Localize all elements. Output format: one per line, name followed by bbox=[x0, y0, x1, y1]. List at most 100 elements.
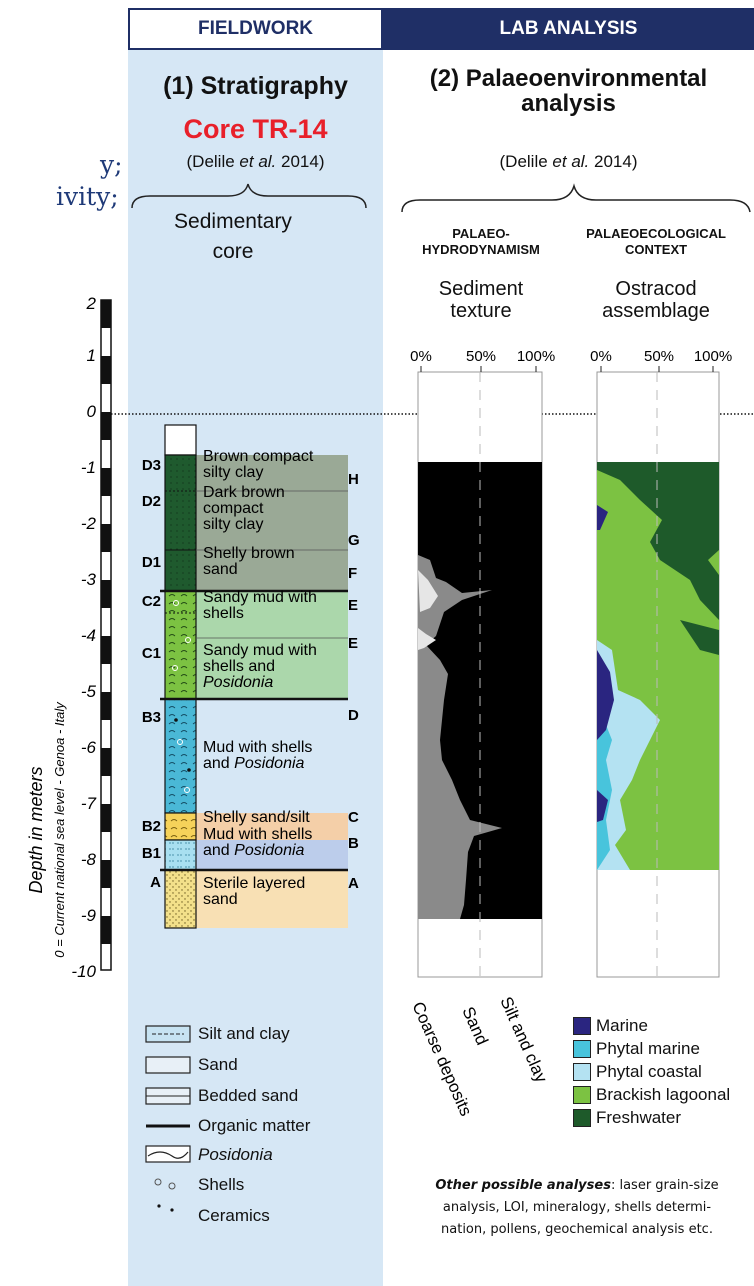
legend-sand: Sand bbox=[198, 1055, 238, 1074]
ostracod-chart bbox=[596, 371, 720, 978]
eco-label: PALAEOECOLOGICAL CONTEXT bbox=[586, 226, 726, 257]
ostracod-legend-item: Brackish lagoonal bbox=[573, 1085, 730, 1105]
legend-posidonia: Posidonia bbox=[198, 1145, 273, 1164]
unit-letter: C bbox=[348, 809, 359, 826]
cut-text-2: ivity; bbox=[56, 182, 119, 211]
lab-analysis-header: LAB ANALYSIS bbox=[383, 8, 754, 50]
core-label: core bbox=[212, 240, 254, 263]
depth-tick-label: 0 bbox=[87, 402, 97, 421]
unit-letter: D bbox=[348, 707, 359, 724]
palaeo-brace bbox=[401, 183, 751, 213]
depth-tick-label: -6 bbox=[81, 738, 97, 757]
sedimentary-label: Sedimentary bbox=[174, 210, 292, 233]
ruler-segment bbox=[101, 860, 111, 888]
unit-description: Shelly brown bbox=[203, 545, 295, 562]
fieldwork-header: FIELDWORK bbox=[128, 8, 383, 50]
band-D bbox=[196, 455, 348, 591]
percent-label: 100% bbox=[694, 348, 732, 365]
unit-description: Brown compact bbox=[203, 448, 314, 465]
unit-letter: F bbox=[348, 565, 357, 582]
strat-brace bbox=[131, 183, 367, 209]
ruler-segment bbox=[101, 356, 111, 384]
band-C bbox=[196, 591, 348, 699]
sediment-texture-chart bbox=[417, 371, 543, 978]
unit-letter: B bbox=[348, 835, 359, 852]
unit-description: Sterile layered bbox=[203, 875, 305, 892]
unit-letter: H bbox=[348, 471, 359, 488]
percent-label: 0% bbox=[410, 348, 432, 365]
unit-description: and Posidonia bbox=[203, 842, 305, 859]
legend-label: Freshwater bbox=[596, 1108, 682, 1127]
ruler-segment bbox=[101, 412, 111, 440]
band-B2 bbox=[196, 813, 348, 840]
unit-code: C2 bbox=[142, 593, 161, 610]
unit-code: A bbox=[150, 874, 161, 891]
depth-ruler: 2 1 0 -1 -2 -3 -4 -5 -6 -7 -8 -9 -10 bbox=[71, 294, 112, 981]
depth-tick-label: -5 bbox=[81, 682, 97, 701]
unit-code: D2 bbox=[142, 493, 161, 510]
depth-axis-sublabel: 0 = Current national sea level - Genoa -… bbox=[52, 701, 67, 958]
ruler-segment bbox=[101, 636, 111, 664]
palaeo-title: (2) Palaeoenvironmental analysis bbox=[429, 65, 708, 117]
unit-description: sand bbox=[203, 561, 238, 578]
unit-letter: E bbox=[348, 597, 358, 614]
depth-tick-label: -9 bbox=[81, 906, 97, 925]
depth-tick-label: -1 bbox=[81, 458, 96, 477]
unit-code: B2 bbox=[142, 818, 161, 835]
depth-tick-label: 2 bbox=[86, 294, 97, 313]
unit-description: silty clay bbox=[203, 464, 263, 481]
depth-tick-label: -4 bbox=[81, 626, 96, 645]
legend-swatches bbox=[145, 1025, 191, 1212]
cut-text-1: y; bbox=[100, 150, 123, 179]
ruler-segment bbox=[101, 804, 111, 832]
core-title: Core TR-14 bbox=[183, 114, 328, 144]
legend-label: Marine bbox=[596, 1016, 648, 1035]
ostracod-legend-item: Freshwater bbox=[573, 1108, 681, 1128]
legend-bedded-sand: Bedded sand bbox=[198, 1086, 299, 1105]
percent-label: 100% bbox=[517, 348, 555, 365]
ruler-segment bbox=[101, 468, 111, 496]
legend-organic-matter: Organic matter bbox=[198, 1116, 311, 1135]
ostracod-legend-item: Phytal coastal bbox=[573, 1062, 702, 1082]
silt-clay-boundary bbox=[418, 555, 502, 919]
depth-tick-label: 1 bbox=[87, 346, 96, 365]
depth-tick-label: -3 bbox=[81, 570, 97, 589]
legend-swatch bbox=[573, 1063, 591, 1081]
unit-description: Sandy mud with bbox=[203, 589, 317, 606]
texture-label: Sediment texture bbox=[438, 278, 524, 322]
band-B1 bbox=[196, 840, 348, 870]
ruler-segment bbox=[101, 300, 111, 328]
legend-ceramics: Ceramics bbox=[198, 1206, 270, 1225]
unit-description: Dark brown bbox=[203, 484, 285, 501]
depth-axis-label: Depth in meters bbox=[26, 766, 46, 893]
unit-code: B3 bbox=[142, 709, 161, 726]
stratigraphy-title: (1) Stratigraphy bbox=[163, 72, 348, 100]
legend-label: Brackish lagoonal bbox=[596, 1085, 731, 1104]
ostracod-label: Ostracod assemblage bbox=[602, 278, 710, 322]
unit-description: Shelly sand/silt bbox=[203, 809, 310, 826]
unit-description: Sandy mud with bbox=[203, 642, 317, 659]
unit-letter: G bbox=[348, 532, 360, 549]
marine-area bbox=[597, 505, 614, 822]
other-analyses-note: Other possible analyses: laser grain-siz… bbox=[435, 1178, 719, 1237]
hydro-label: PALAEO- HYDRODYNAMISM bbox=[422, 226, 540, 257]
ruler-segment bbox=[101, 916, 111, 944]
legend-label: Phytal marine bbox=[596, 1039, 700, 1058]
unit-description: compact bbox=[203, 500, 264, 517]
depth-tick-label: -8 bbox=[81, 850, 97, 869]
stratigraphy-reference: (Delile et al. 2014) bbox=[186, 152, 325, 171]
axis-label-sand: Sand bbox=[458, 1004, 492, 1048]
legend-swatch bbox=[573, 1017, 591, 1035]
unit-description: Mud with shells bbox=[203, 739, 312, 756]
band-A bbox=[196, 870, 348, 928]
ruler-segment bbox=[101, 692, 111, 720]
unit-description: sand bbox=[203, 891, 238, 908]
depth-tick-label: -10 bbox=[71, 962, 96, 981]
legend-shells: Shells bbox=[198, 1175, 245, 1194]
legend-silt-clay: Silt and clay bbox=[198, 1024, 290, 1043]
unit-description: silty clay bbox=[203, 516, 263, 533]
ruler-segment bbox=[101, 580, 111, 608]
unit-code: D3 bbox=[142, 457, 161, 474]
ostracod-legend-item: Phytal marine bbox=[573, 1039, 700, 1059]
